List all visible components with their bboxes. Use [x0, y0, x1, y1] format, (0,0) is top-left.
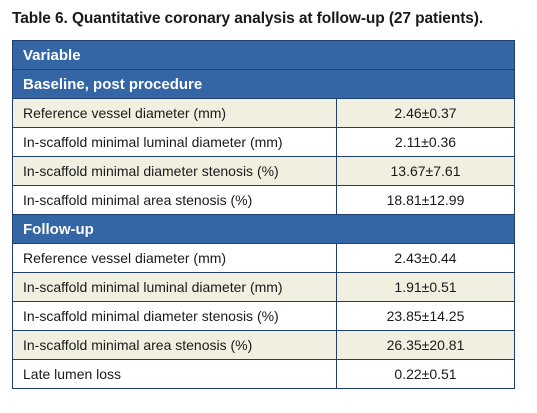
row-variable: Reference vessel diameter (mm) — [13, 244, 337, 272]
row-value: 2.11±0.36 — [394, 134, 457, 150]
row-value: 18.81±12.99 — [386, 192, 465, 208]
row-variable: In-scaffold minimal luminal diameter (mm… — [13, 273, 337, 301]
row-value: 2.43±0.44 — [394, 250, 457, 266]
table-row: In-scaffold minimal diameter stenosis (%… — [13, 301, 514, 330]
table-row: Late lumen loss 0.22±0.51 — [13, 359, 514, 388]
row-value: 26.35±20.81 — [386, 337, 465, 353]
row-variable: In-scaffold minimal area stenosis (%) — [13, 186, 337, 214]
column-header-variable: Variable — [13, 41, 514, 69]
table-row: Reference vessel diameter (mm) 2.43±0.44 — [13, 243, 514, 272]
table-row: In-scaffold minimal area stenosis (%) 26… — [13, 330, 514, 359]
row-value: 23.85±14.25 — [386, 308, 465, 324]
table-row: In-scaffold minimal area stenosis (%) 18… — [13, 185, 514, 214]
row-value: 2.46±0.37 — [394, 105, 457, 121]
table-row: In-scaffold minimal luminal diameter (mm… — [13, 272, 514, 301]
row-variable: In-scaffold minimal area stenosis (%) — [13, 331, 337, 359]
section-header-follow-up: Follow-up — [13, 214, 514, 243]
table-row: In-scaffold minimal diameter stenosis (%… — [13, 156, 514, 185]
row-value: 0.22±0.51 — [394, 366, 457, 382]
row-variable: In-scaffold minimal luminal diameter (mm… — [13, 128, 337, 156]
section-header-baseline: Baseline, post procedure — [13, 69, 514, 98]
table-caption: Table 6. Quantitative coronary analysis … — [12, 10, 484, 27]
qca-table: Variable Baseline, post procedure Refere… — [12, 40, 515, 389]
row-variable: Late lumen loss — [13, 360, 337, 388]
table-row: Reference vessel diameter (mm) 2.46±0.37 — [13, 98, 514, 127]
table-row: In-scaffold minimal luminal diameter (mm… — [13, 127, 514, 156]
row-variable: Reference vessel diameter (mm) — [13, 99, 337, 127]
row-value: 13.67±7.61 — [390, 163, 461, 179]
row-variable: In-scaffold minimal diameter stenosis (%… — [13, 302, 337, 330]
row-value: 1.91±0.51 — [394, 279, 457, 295]
row-variable: In-scaffold minimal diameter stenosis (%… — [13, 157, 337, 185]
